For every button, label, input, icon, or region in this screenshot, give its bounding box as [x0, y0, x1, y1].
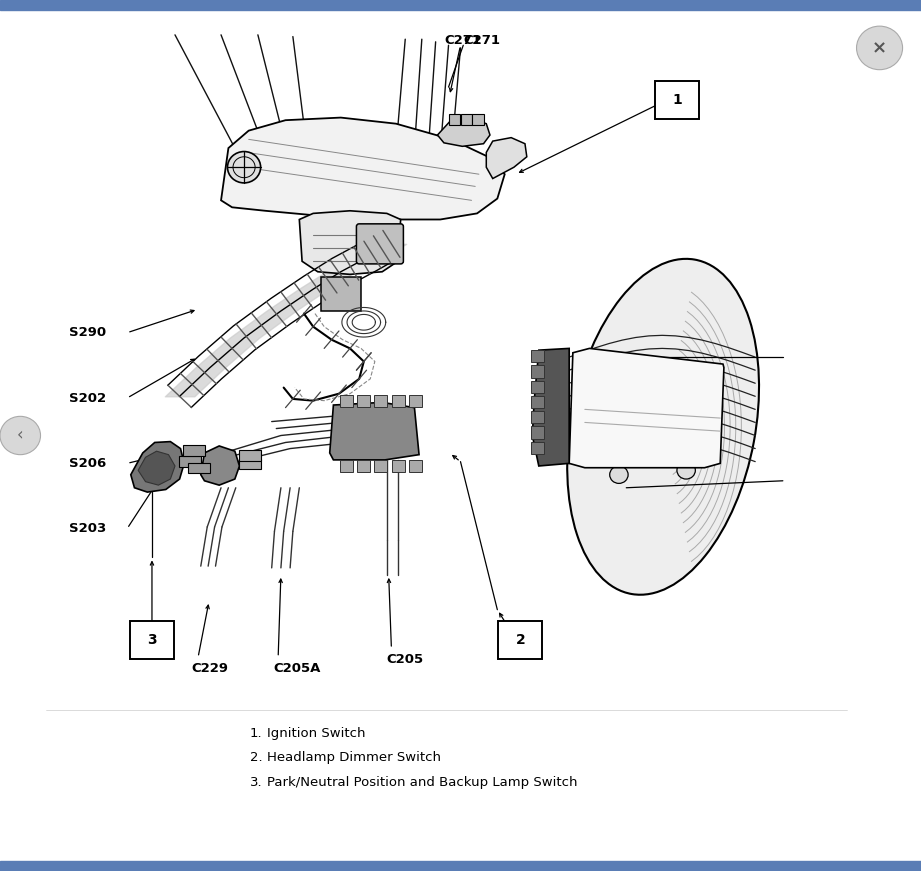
Text: S206: S206 [69, 457, 106, 469]
Circle shape [691, 379, 709, 396]
Text: Park/Neutral Position and Backup Lamp Switch: Park/Neutral Position and Backup Lamp Sw… [267, 776, 577, 788]
Bar [0, 861, 921, 871]
Text: Headlamp Dimmer Switch: Headlamp Dimmer Switch [267, 752, 441, 764]
Text: S203: S203 [69, 523, 106, 535]
Polygon shape [138, 451, 175, 485]
Text: 3: 3 [147, 633, 157, 647]
FancyBboxPatch shape [472, 114, 484, 125]
Polygon shape [299, 211, 401, 274]
FancyBboxPatch shape [356, 224, 403, 264]
Text: C205: C205 [387, 653, 424, 665]
FancyBboxPatch shape [239, 459, 261, 469]
Text: Ignition Switch: Ignition Switch [267, 727, 366, 739]
FancyBboxPatch shape [357, 460, 370, 472]
FancyBboxPatch shape [409, 460, 422, 472]
FancyBboxPatch shape [460, 114, 472, 125]
Text: C271: C271 [445, 35, 482, 47]
FancyBboxPatch shape [409, 395, 422, 407]
Text: C271: C271 [463, 35, 500, 47]
FancyBboxPatch shape [391, 460, 404, 472]
FancyBboxPatch shape [374, 395, 387, 407]
Bar [0, 0, 921, 10]
Circle shape [626, 381, 645, 399]
Circle shape [227, 152, 261, 183]
Polygon shape [486, 138, 527, 179]
Ellipse shape [567, 259, 759, 595]
Text: 2: 2 [516, 633, 525, 647]
Polygon shape [437, 118, 490, 146]
Circle shape [0, 416, 41, 455]
FancyBboxPatch shape [655, 81, 699, 119]
FancyBboxPatch shape [531, 442, 544, 454]
Circle shape [857, 26, 903, 70]
FancyBboxPatch shape [531, 350, 544, 362]
Polygon shape [330, 402, 419, 460]
FancyBboxPatch shape [340, 395, 353, 407]
Text: 1: 1 [672, 93, 682, 107]
Text: 3.: 3. [250, 776, 262, 788]
FancyBboxPatch shape [449, 114, 460, 125]
Text: S202: S202 [69, 392, 106, 404]
Polygon shape [201, 446, 239, 485]
Text: C205A: C205A [274, 662, 321, 674]
FancyBboxPatch shape [357, 395, 370, 407]
Text: C229: C229 [192, 662, 228, 674]
Polygon shape [569, 348, 724, 468]
Circle shape [677, 462, 695, 479]
Text: S290: S290 [69, 327, 106, 339]
FancyBboxPatch shape [531, 381, 544, 393]
FancyBboxPatch shape [130, 621, 174, 659]
FancyBboxPatch shape [239, 450, 261, 461]
Polygon shape [532, 348, 569, 466]
Polygon shape [221, 118, 505, 219]
Text: 2.: 2. [250, 752, 262, 764]
FancyBboxPatch shape [531, 411, 544, 423]
FancyBboxPatch shape [531, 366, 544, 378]
FancyBboxPatch shape [374, 460, 387, 472]
FancyBboxPatch shape [340, 460, 353, 472]
FancyBboxPatch shape [531, 427, 544, 439]
Text: 1.: 1. [250, 727, 262, 739]
FancyBboxPatch shape [179, 456, 201, 467]
Text: ×: × [872, 39, 887, 57]
Text: ‹: ‹ [17, 427, 24, 444]
FancyBboxPatch shape [391, 395, 404, 407]
Polygon shape [131, 442, 184, 492]
FancyBboxPatch shape [183, 445, 205, 456]
Circle shape [610, 466, 628, 483]
FancyBboxPatch shape [188, 463, 210, 473]
FancyBboxPatch shape [321, 277, 361, 311]
FancyBboxPatch shape [531, 395, 544, 408]
FancyBboxPatch shape [498, 621, 542, 659]
